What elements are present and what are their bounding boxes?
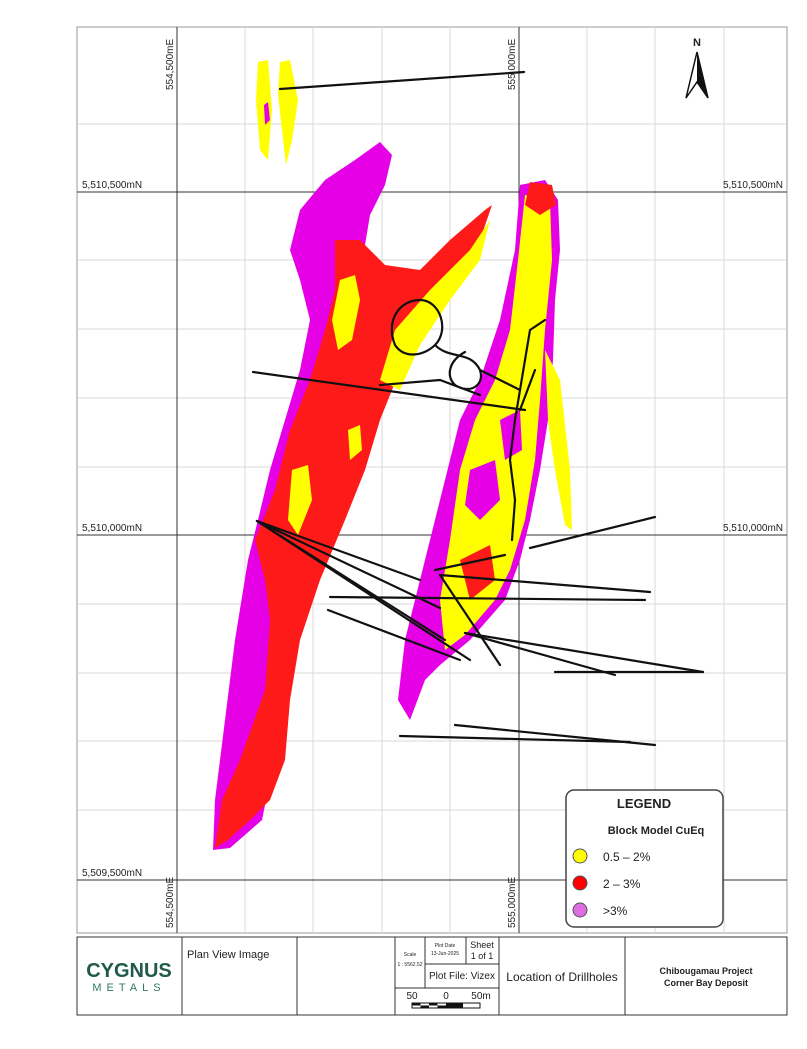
legend-box — [565, 789, 724, 928]
grid-label: 5,510,500mN — [82, 180, 142, 191]
sheet: 1 of 1 — [471, 951, 494, 961]
grid-label: 555,000mE — [507, 39, 518, 90]
legend-swatch — [572, 875, 588, 891]
scale-value: 1 : 5562.52 — [397, 962, 422, 968]
plot-date: 13-Jun-2025 — [431, 951, 459, 957]
grid-label: 554,500mE — [165, 877, 176, 928]
plot-date-label: Plot Date — [435, 943, 456, 949]
scale-bar-label: 50 — [406, 991, 418, 1002]
legend-swatch — [572, 902, 588, 918]
legend-title: LEGEND — [617, 796, 671, 811]
drillholes — [251, 70, 705, 747]
scale-bar-label: 50m — [471, 991, 490, 1002]
plot-file: Plot File: Vizex — [429, 971, 495, 982]
scale-label: Scale — [404, 952, 417, 958]
legend: LEGEND Block Model CuEq 0.5 – 2% 2 – 3% … — [565, 789, 724, 928]
grid-labels: 554,500mE 555,000mE 5,510,500mN 5,510,50… — [82, 39, 783, 928]
north-label: N — [693, 37, 701, 49]
legend-swatch — [572, 848, 588, 864]
legend-label: 0.5 – 2% — [603, 850, 651, 864]
title-block: CYGNUS METALS Plan View Image Scale 1 : … — [76, 936, 788, 1016]
grid-label: 555,000mE — [507, 877, 518, 928]
company: CYGNUS — [86, 960, 172, 982]
block-model — [213, 60, 572, 850]
sheet-label: Sheet — [470, 940, 494, 950]
description: Plan View Image — [187, 949, 269, 961]
deposit: Corner Bay Deposit — [664, 978, 748, 988]
map-frame — [76, 26, 788, 934]
grid-label: 5,510,000mN — [82, 523, 142, 534]
legend-label: >3% — [603, 904, 628, 918]
grid-label: 554,500mE — [165, 39, 176, 90]
grid-label: 5,510,500mN — [723, 180, 783, 191]
project: Chibougamau Project — [659, 966, 752, 976]
legend-label: 2 – 3% — [603, 877, 641, 891]
north-arrow: N — [685, 37, 709, 99]
grid-label: 5,510,000mN — [723, 523, 783, 534]
scale-bar — [411, 1002, 481, 1009]
drawing-title: Location of Drillholes — [506, 970, 617, 984]
grid-label: 5,509,500mN — [82, 868, 142, 879]
scale-bar-label: 0 — [443, 991, 449, 1002]
company-sub: METALS — [92, 982, 165, 994]
legend-subtitle: Block Model CuEq — [608, 825, 705, 837]
